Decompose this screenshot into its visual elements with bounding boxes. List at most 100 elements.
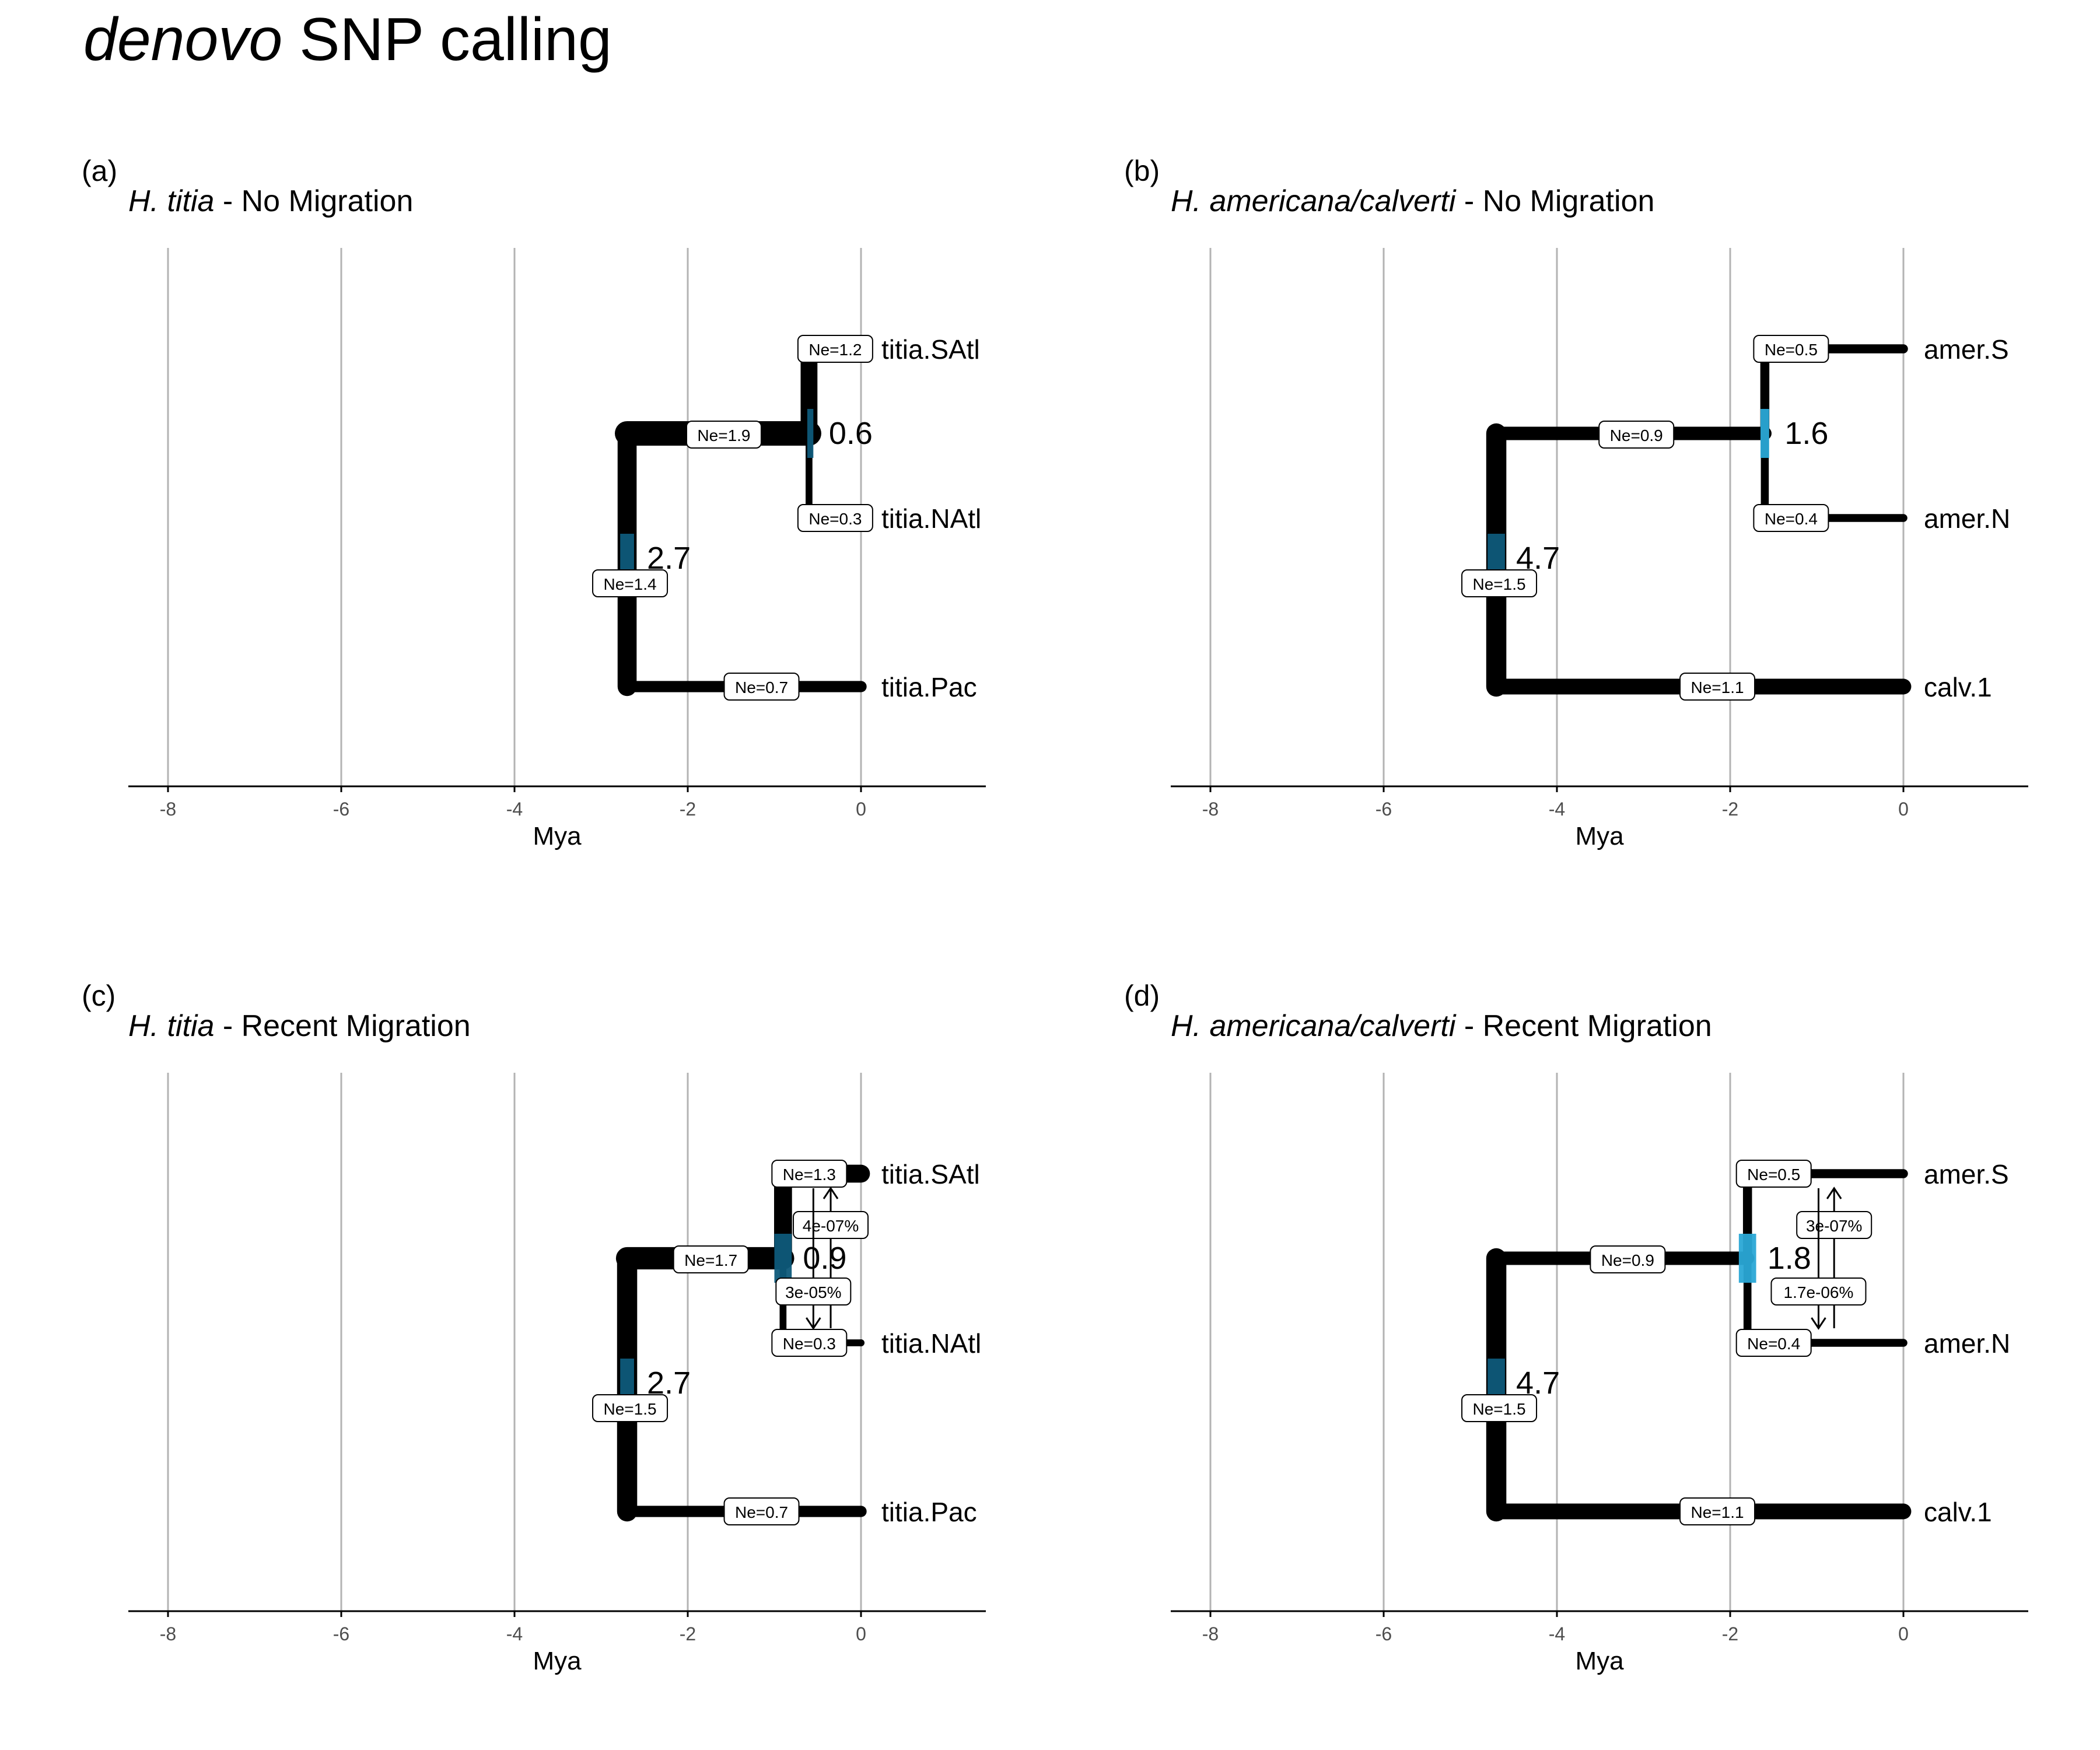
tree-panel: (b)H. americana/calverti - No Migration-… [1124, 155, 2028, 850]
ne-label-box [1461, 569, 1538, 597]
migration-arrowhead [806, 1317, 821, 1330]
ne-label: Ne=0.5 [1765, 341, 1818, 359]
ne-label: Ne=1.1 [1690, 1503, 1744, 1521]
migration-label: 4e-07% [803, 1217, 859, 1235]
tree-panel: (c) H. titia - Recent Migration -8 -6 -4 -2 0 M… [82, 979, 986, 1675]
ne-label-box [797, 504, 873, 532]
panel-title: H. americana/calverti - Recent Migration [1171, 1009, 1712, 1043]
panel-title: H. titia - Recent Migration [128, 1009, 471, 1043]
tip-point [1899, 345, 1908, 353]
node-ci-bar [1760, 409, 1769, 458]
x-axis-label: Mya [533, 1647, 582, 1675]
tree-panel: (a) H. titia - No Migration -8 -6 -4 -2 0 Mya 0.… [82, 155, 986, 850]
ne-label-box [592, 1394, 668, 1422]
panel-title: H. americana/calverti - No Migration [1171, 184, 1654, 218]
x-tick-label: -8 [160, 1623, 176, 1644]
x-tick-label: 0 [1898, 1623, 1909, 1644]
panel-title: H. titia - No Migration [128, 184, 413, 218]
tip-point [853, 1166, 869, 1182]
tip-label: amer.N [1924, 503, 2010, 534]
node-ci-bar [807, 409, 814, 458]
x-tick-label: -6 [1376, 1623, 1392, 1644]
tip-point [1899, 514, 1908, 522]
tip-label: titia.SAtl [881, 334, 980, 365]
tip-point [856, 1506, 866, 1517]
panel-title-suffix: - No Migration [214, 184, 413, 218]
x-tick-label: 0 [856, 1623, 866, 1644]
ne-label: Ne=0.5 [1747, 1166, 1800, 1184]
tip-label: titia.NAtl [881, 503, 981, 534]
tree-panel: (d) H. americana/calverti - Recent Migrat… [1124, 979, 2028, 1675]
figure-title-italic: denovo [83, 6, 283, 74]
x-tick-label: -8 [1202, 799, 1219, 820]
tip-point [1896, 1504, 1911, 1519]
ne-label: Ne=0.7 [735, 1503, 788, 1521]
node-ci-bar [774, 1234, 792, 1283]
tip-point [1896, 679, 1911, 694]
ne-label: Ne=1.7 [684, 1251, 737, 1269]
tip-label: calv.1 [1924, 1497, 1992, 1527]
x-tick-label: -6 [1376, 799, 1392, 820]
panel-title-suffix: - Recent Migration [214, 1009, 470, 1043]
ne-label-box [1679, 1497, 1756, 1525]
ne-label-box [1461, 1394, 1538, 1422]
migration-label-box [793, 1211, 869, 1239]
migration-label: 3e-07% [1806, 1217, 1863, 1235]
x-axis-label: Mya [1575, 822, 1624, 850]
ne-label: Ne=1.4 [604, 575, 657, 593]
ne-label: Ne=1.9 [697, 426, 750, 444]
x-tick-label: 0 [856, 799, 866, 820]
x-tick-label: -6 [333, 1623, 349, 1644]
x-tick-label: -4 [506, 799, 523, 820]
ne-label-box [1753, 504, 1829, 532]
tip-label: titia.Pac [881, 672, 977, 702]
ne-label-box [723, 1497, 800, 1525]
migration-arrowhead [1811, 1317, 1826, 1330]
x-tick-label: -4 [1549, 1623, 1565, 1644]
tip-point [1899, 1170, 1908, 1178]
migration-arrowhead [1826, 1186, 1842, 1199]
figure-title: denovo SNP calling [83, 5, 612, 75]
tip-label: titia.Pac [881, 1497, 977, 1527]
ne-label-box [1679, 673, 1756, 701]
panel-label: (a) [82, 155, 117, 187]
tip-label: amer.S [1924, 1159, 2009, 1189]
ne-label-box [1735, 1329, 1812, 1357]
ne-label: Ne=1.5 [604, 1400, 657, 1418]
node-time-label: 1.6 [1784, 416, 1828, 451]
ne-label: Ne=0.4 [1765, 510, 1818, 528]
ne-label: Ne=1.2 [808, 341, 862, 359]
panel-title-species: H. titia [128, 1009, 214, 1043]
migration-label-box [1796, 1211, 1873, 1239]
tip-label: amer.S [1924, 334, 2009, 365]
x-tick-label: -4 [1549, 799, 1565, 820]
migration-label-box [775, 1278, 852, 1306]
ne-label-box [797, 335, 873, 363]
ne-label-box [1598, 421, 1675, 449]
panel-label: (d) [1124, 979, 1160, 1012]
tip-point [1899, 1339, 1908, 1347]
node-time-label: 0.6 [829, 416, 873, 451]
migration-arrowhead [822, 1186, 839, 1199]
panel-title-species: H. americana/calverti [1171, 1009, 1457, 1043]
ne-label-box [592, 569, 668, 597]
x-tick-label: -2 [680, 799, 696, 820]
migration-label: 3e-05% [785, 1283, 842, 1301]
x-tick-label: -2 [680, 1623, 696, 1644]
ne-label-box [771, 1160, 848, 1188]
ne-label-box [723, 673, 800, 701]
tip-label: calv.1 [1924, 672, 1992, 702]
tip-label: titia.SAtl [881, 1159, 980, 1189]
panel-title-species: H. titia [128, 184, 214, 218]
ne-label: Ne=1.3 [783, 1166, 836, 1184]
panel-label: (b) [1124, 155, 1160, 187]
ne-label-box [1753, 335, 1829, 363]
x-tick-label: -4 [506, 1623, 523, 1644]
tip-point [858, 1339, 864, 1346]
node-time-label: 1.8 [1768, 1241, 1811, 1276]
ne-label: Ne=0.3 [783, 1335, 836, 1353]
ne-label: Ne=0.9 [1601, 1251, 1654, 1269]
migration-label: 1.7e-06% [1784, 1283, 1854, 1301]
panel-title-suffix: - No Migration [1455, 184, 1654, 218]
